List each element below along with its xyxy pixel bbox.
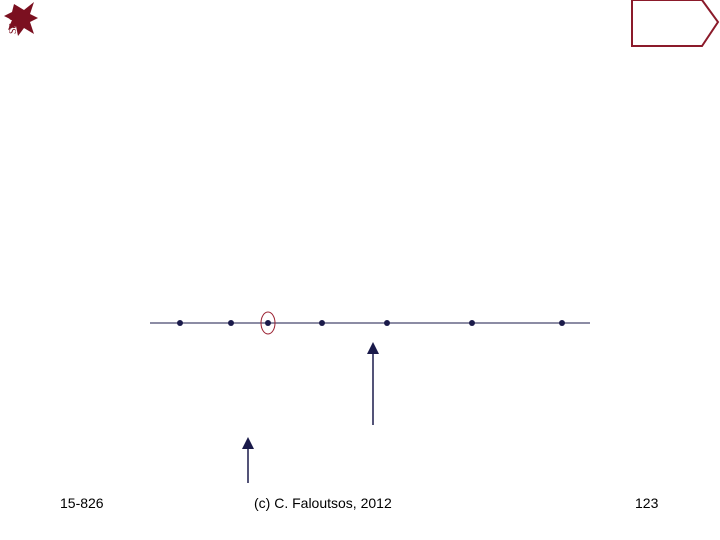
point bbox=[559, 320, 565, 326]
footer-copyright: (c) C. Faloutsos, 2012 bbox=[254, 495, 392, 511]
next-button[interactable] bbox=[631, 0, 720, 47]
point bbox=[177, 320, 183, 326]
footer-page: 123 bbox=[635, 495, 659, 511]
point bbox=[265, 320, 271, 326]
logo: S&G bbox=[4, 2, 38, 36]
points bbox=[177, 320, 565, 326]
point bbox=[228, 320, 234, 326]
footer-course: 15-826 bbox=[60, 495, 104, 511]
point bbox=[384, 320, 390, 326]
highlight-circle bbox=[260, 311, 276, 335]
svg-text:S&G: S&G bbox=[8, 13, 19, 34]
point bbox=[319, 320, 325, 326]
point bbox=[469, 320, 475, 326]
